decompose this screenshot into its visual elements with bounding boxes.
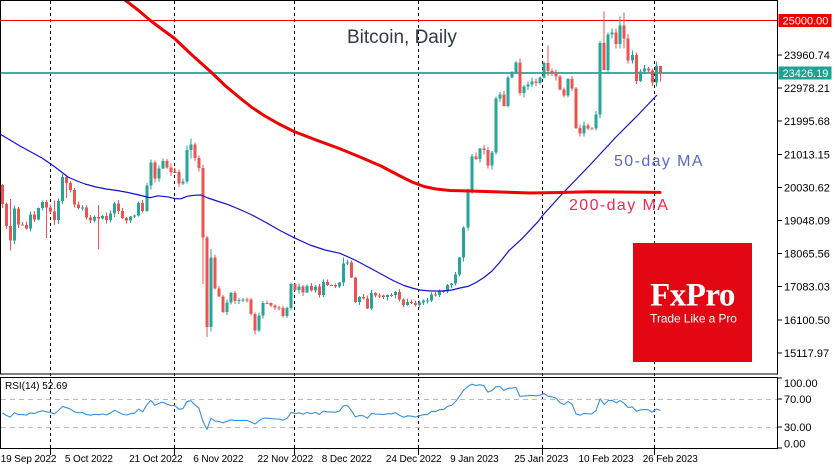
- svg-text:22978.21: 22978.21: [784, 83, 830, 95]
- svg-text:10 Feb 2023: 10 Feb 2023: [579, 454, 635, 465]
- svg-text:Bitcoin, Daily: Bitcoin, Daily: [347, 27, 457, 48]
- svg-text:9 Jan 2023: 9 Jan 2023: [450, 454, 499, 465]
- svg-text:30.00: 30.00: [784, 422, 812, 434]
- svg-text:22 Nov 2022: 22 Nov 2022: [258, 454, 314, 465]
- svg-text:21013.15: 21013.15: [784, 149, 830, 161]
- svg-text:50-day MA: 50-day MA: [614, 153, 704, 170]
- svg-text:FxPro: FxPro: [650, 278, 735, 314]
- svg-text:5 Oct 2022: 5 Oct 2022: [65, 454, 113, 465]
- svg-text:16100.50: 16100.50: [784, 315, 830, 327]
- svg-text:26 Feb 2023: 26 Feb 2023: [643, 454, 699, 465]
- svg-text:25000.00: 25000.00: [783, 16, 829, 28]
- svg-text:20030.62: 20030.62: [784, 182, 830, 194]
- svg-text:25 Jan 2023: 25 Jan 2023: [514, 454, 568, 465]
- svg-text:23426.19: 23426.19: [783, 68, 829, 80]
- svg-text:70.00: 70.00: [784, 394, 812, 406]
- svg-text:21995.68: 21995.68: [784, 116, 830, 128]
- svg-text:19 Sep 2022: 19 Sep 2022: [1, 454, 57, 465]
- svg-text:Trade Like a Pro: Trade Like a Pro: [650, 312, 737, 326]
- svg-text:200-day MA: 200-day MA: [569, 197, 669, 214]
- svg-text:100.00: 100.00: [784, 378, 818, 390]
- svg-text:19048.09: 19048.09: [784, 216, 830, 228]
- svg-text:17083.03: 17083.03: [784, 282, 830, 294]
- svg-text:0.00: 0.00: [784, 439, 805, 451]
- svg-text:21 Oct 2022: 21 Oct 2022: [129, 454, 183, 465]
- svg-text:23960.74: 23960.74: [784, 50, 830, 62]
- svg-text:15117.97: 15117.97: [784, 348, 829, 360]
- svg-text:18065.56: 18065.56: [784, 249, 830, 261]
- svg-text:6 Nov 2022: 6 Nov 2022: [193, 454, 244, 465]
- svg-text:8 Dec 2022: 8 Dec 2022: [322, 454, 373, 465]
- svg-text:RSI(14) 52.69: RSI(14) 52.69: [5, 381, 68, 392]
- svg-text:24 Dec 2022: 24 Dec 2022: [386, 454, 442, 465]
